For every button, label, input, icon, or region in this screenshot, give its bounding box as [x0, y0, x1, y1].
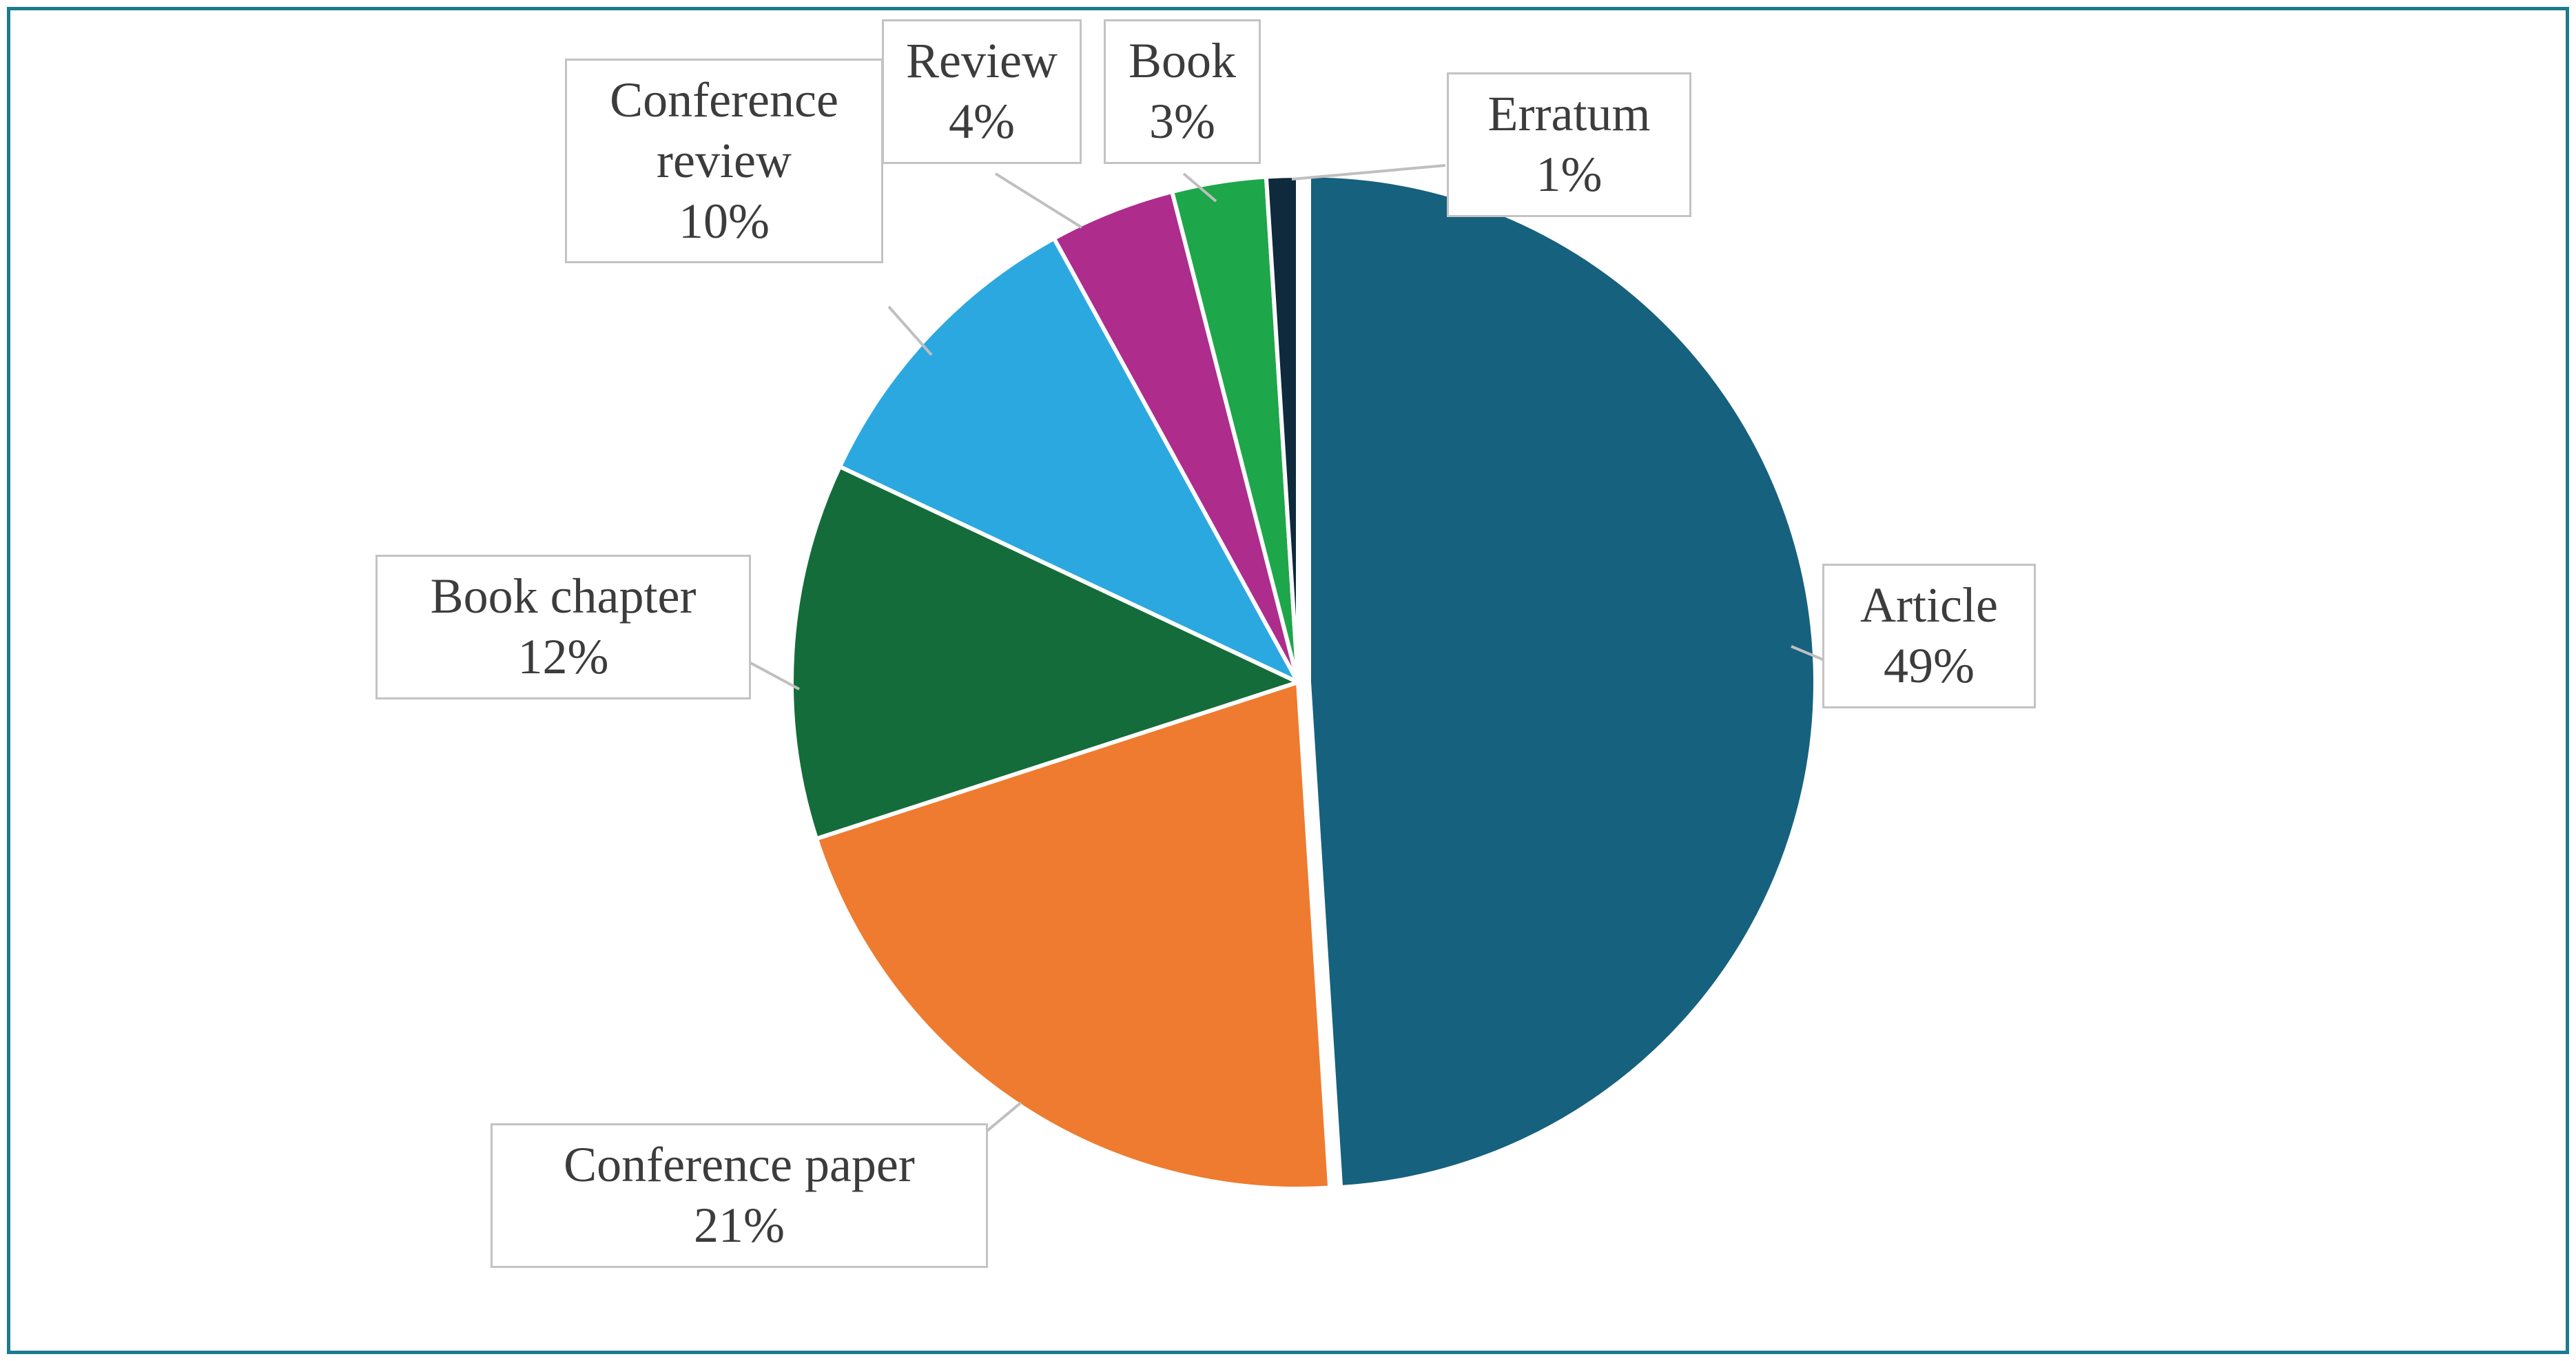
callout-label: Book — [1128, 33, 1237, 88]
callout-percent: 4% — [949, 93, 1015, 149]
pie-slice-conference-review — [837, 236, 1300, 684]
callout-review: Review 4% — [882, 19, 1082, 164]
leader-erratum — [1291, 164, 1446, 181]
pie-slice-book-chapter — [790, 464, 1300, 841]
callout-label: Conference review — [610, 72, 838, 188]
leader-conference-review — [887, 305, 933, 356]
callout-percent: 3% — [1149, 93, 1215, 149]
pie-slice-review — [1051, 190, 1300, 684]
callout-percent: 10% — [679, 193, 770, 249]
callout-percent: 12% — [517, 628, 609, 684]
callout-label: Article — [1860, 577, 1998, 633]
leader-book — [1182, 172, 1217, 203]
callout-label: Erratum — [1487, 86, 1651, 141]
callout-book: Book 3% — [1104, 19, 1261, 164]
callout-book-chapter: Book chapter 12% — [375, 555, 751, 699]
callout-article: Article 49% — [1822, 564, 2036, 708]
pie-slice-erratum — [1264, 174, 1300, 684]
callout-label: Conference paper — [564, 1137, 915, 1192]
callout-percent: 49% — [1884, 637, 1975, 693]
callout-conference-paper: Conference paper 21% — [491, 1123, 988, 1268]
leader-review — [994, 172, 1083, 229]
pie-slice-article — [1306, 173, 1817, 1190]
leader-book-chapter — [745, 659, 800, 690]
leader-article — [1791, 645, 1825, 662]
callout-label: Review — [906, 33, 1058, 88]
pie-slice-conference-paper — [814, 680, 1332, 1191]
callout-label: Book chapter — [430, 569, 697, 624]
callout-conference-review: Conference review 10% — [565, 59, 883, 264]
pie — [790, 173, 1817, 1191]
leader-lines — [745, 164, 1825, 1135]
callout-percent: 1% — [1536, 146, 1603, 202]
callout-erratum: Erratum 1% — [1447, 72, 1691, 217]
leader-conference-paper — [982, 1101, 1022, 1135]
callout-percent: 21% — [694, 1197, 785, 1253]
